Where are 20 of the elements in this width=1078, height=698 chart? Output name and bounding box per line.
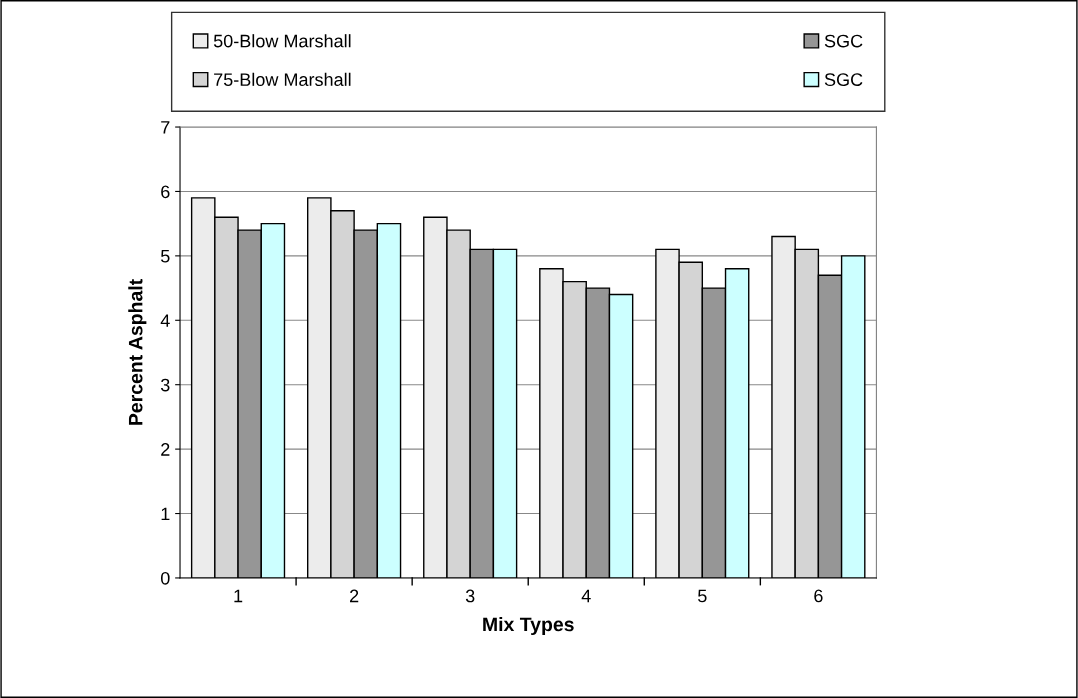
x-axis-title: Mix Types: [483, 617, 574, 636]
y-tick-label: 1: [161, 507, 170, 521]
x-tick-label: 2: [350, 589, 359, 603]
y-tick-label: 5: [160, 249, 170, 263]
legend-label: 50-Blow Marshall: [213, 34, 351, 48]
y-tick-label: 7: [161, 121, 170, 134]
y-tick-label: 4: [160, 314, 170, 327]
y-tick-label: 0: [160, 571, 170, 585]
x-tick-label: 5: [698, 589, 707, 603]
x-tick-label: 4: [581, 589, 591, 603]
y-axis-title: Percent Asphalt: [128, 279, 147, 425]
x-tick-label: 1: [234, 589, 243, 603]
y-tick-label: 2: [161, 443, 170, 456]
x-tick-label: 6: [814, 589, 823, 603]
legend-label: SGC: [824, 34, 863, 48]
legend-label: 75-Blow Marshall: [214, 72, 351, 87]
x-tick-label: 3: [465, 589, 475, 603]
y-tick-label: 3: [160, 378, 170, 392]
y-tick-label: 6: [161, 185, 170, 199]
legend-label: SGC: [824, 73, 863, 87]
